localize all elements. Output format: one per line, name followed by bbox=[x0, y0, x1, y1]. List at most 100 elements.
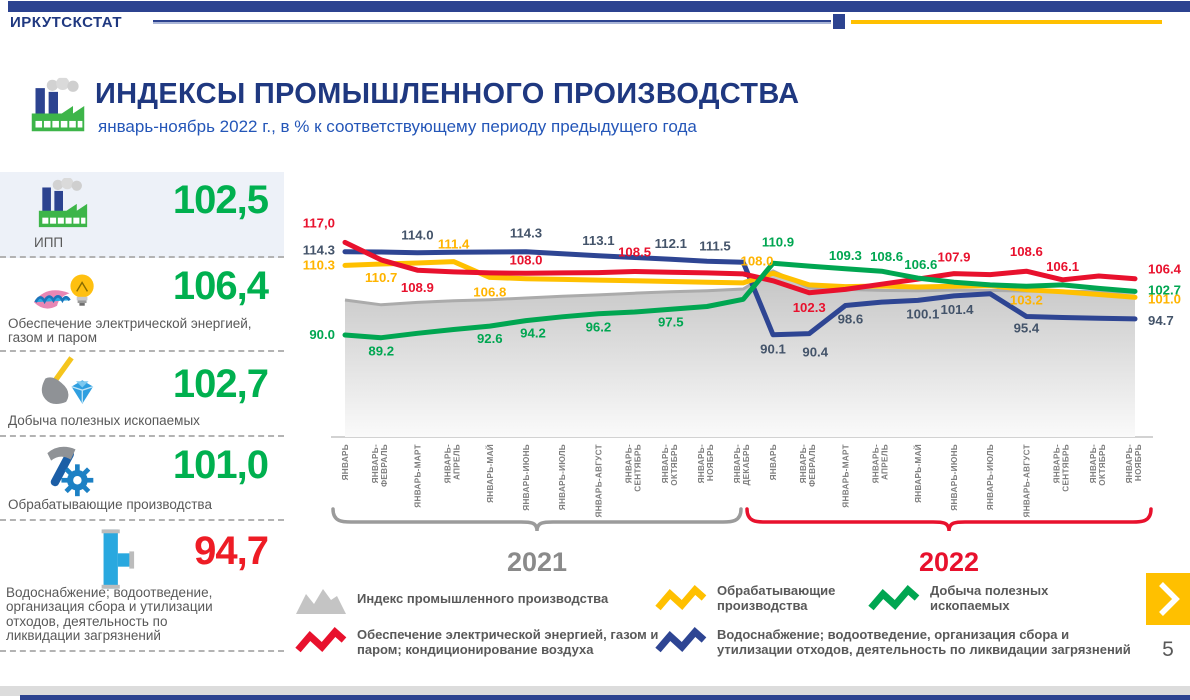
x-tick-label: ЯНВАРЬ-МАРТ bbox=[841, 444, 850, 508]
kpi-value: 101,0 bbox=[172, 443, 269, 487]
x-tick-label: ЯНВАРЬ-МАЙ bbox=[912, 444, 923, 503]
line-swatch-icon bbox=[868, 585, 920, 611]
area-swatch-icon bbox=[296, 589, 346, 614]
brace-2021 bbox=[331, 507, 743, 532]
x-tick-label: ЯНВАРЬ-СЕНТЯБРЬ bbox=[1053, 444, 1071, 492]
data-label-electricity: 106.1 bbox=[1046, 259, 1079, 274]
data-label-water: 100.1 bbox=[906, 306, 939, 321]
data-label-electricity: 102.3 bbox=[793, 300, 826, 315]
chevron-right-icon bbox=[1159, 582, 1180, 616]
data-label-manufacturing: 110.7 bbox=[365, 270, 397, 285]
series-line-water bbox=[342, 249, 1138, 338]
water-pipe-icon bbox=[94, 527, 136, 593]
header-divider-square bbox=[833, 14, 845, 29]
data-label-manufacturing: 111.4 bbox=[438, 237, 470, 252]
line-swatch-icon bbox=[295, 627, 347, 653]
legend-label: Добыча полезных ископаемых bbox=[930, 583, 1049, 613]
data-label-mining: 97.5 bbox=[658, 314, 684, 329]
x-tick-label: ЯНВАРЬ bbox=[769, 444, 778, 480]
data-label-water: 90.4 bbox=[802, 345, 828, 360]
data-label-mining: 90.0 bbox=[309, 327, 335, 342]
kpi-value: 106,4 bbox=[172, 264, 269, 308]
kpi-label: Обеспечение электрической энергией, газо… bbox=[8, 315, 252, 346]
data-label-water: 95.4 bbox=[1014, 321, 1040, 336]
kpi-item-water: 94,7 Водоснабжение; водоотведение, орган… bbox=[0, 521, 284, 652]
data-label-water: 98.6 bbox=[838, 312, 864, 327]
data-label-electricity: 108.0 bbox=[509, 252, 542, 267]
kpi-label: Добыча полезных ископаемых bbox=[8, 413, 200, 429]
header-divider-blue bbox=[153, 20, 831, 24]
x-tick-label: ЯНВАРЬ-МАЙ bbox=[484, 444, 495, 503]
ipp-area bbox=[345, 270, 1135, 437]
data-label-manufacturing: 103.2 bbox=[1010, 293, 1043, 308]
x-tick-label: ЯНВАРЬ-ОКТЯБРЬ bbox=[1089, 444, 1107, 486]
data-label-manufacturing: 110.3 bbox=[303, 257, 335, 272]
hammer-gear-icon bbox=[38, 439, 98, 499]
data-label-mining: 102.7 bbox=[1148, 282, 1181, 297]
gas-and-bulb-icon bbox=[26, 270, 106, 320]
series-line-electricity bbox=[342, 239, 1138, 296]
data-label-mining: 89.2 bbox=[368, 344, 394, 359]
x-tick-label: ЯНВАРЬ-АВГУСТ bbox=[1022, 444, 1031, 517]
kpi-value: 94,7 bbox=[194, 529, 269, 573]
data-label-mining: 92.6 bbox=[477, 331, 503, 346]
data-label-mining: 96.2 bbox=[586, 320, 612, 335]
data-label-water: 114.0 bbox=[401, 228, 433, 243]
shovel-diamond-icon bbox=[34, 356, 100, 410]
data-label-water: 111.5 bbox=[699, 238, 731, 253]
footer-strip-blue bbox=[20, 695, 1190, 700]
x-tick-label: ЯНВАРЬ bbox=[341, 444, 350, 480]
year-label-2021: 2021 bbox=[507, 547, 567, 575]
factory-icon bbox=[28, 76, 88, 134]
footer-strip-gray bbox=[0, 686, 1190, 696]
page-title: ИНДЕКСЫ ПРОМЫШЛЕННОГО ПРОИЗВОДСТВА bbox=[95, 78, 800, 110]
data-label-electricity: 117,0 bbox=[303, 215, 335, 230]
x-tick-label: ЯНВАРЬ-МАРТ bbox=[413, 444, 422, 508]
x-tick-label: ЯНВАРЬ-АВГУСТ bbox=[594, 444, 603, 517]
next-page-button[interactable] bbox=[1146, 573, 1190, 625]
legend-label: Обрабатывающие производства bbox=[717, 583, 836, 613]
data-label-manufacturing: 106.8 bbox=[473, 284, 506, 299]
kpi-label: Обрабатывающие производства bbox=[8, 497, 212, 513]
x-tick-label: ЯНВАРЬ-НОЯБРЬ bbox=[1125, 444, 1143, 483]
kpi-item-ipp: 102,5 ИПП bbox=[0, 172, 284, 258]
kpi-item-electricity: 106,4 Обеспечение электрической энергией… bbox=[0, 258, 284, 352]
data-label-water: 113.1 bbox=[582, 233, 614, 248]
page-subtitle: январь-ноябрь 2022 г., в % к соответству… bbox=[98, 117, 697, 136]
line-swatch-icon bbox=[655, 585, 707, 611]
data-label-electricity: 108.5 bbox=[618, 245, 651, 260]
x-tick-label: ЯНВАРЬ-ФЕВРАЛЬ bbox=[799, 444, 817, 487]
data-label-water: 112.1 bbox=[655, 236, 687, 251]
series-line-ipp bbox=[344, 269, 1136, 307]
header-divider-yellow bbox=[851, 20, 1162, 24]
x-tick-label: ЯНВАРЬ-СЕНТЯБРЬ bbox=[625, 444, 643, 492]
factory-icon bbox=[34, 178, 92, 228]
year-label-2022: 2022 bbox=[919, 547, 979, 575]
line-swatch-icon bbox=[655, 627, 707, 653]
x-tick-label: ЯНВАРЬ-ДЕКАБРЬ bbox=[733, 444, 751, 486]
kpi-label: Водоснабжение; водоотведение, организаци… bbox=[6, 584, 213, 644]
kpi-item-mining: 102,7 Добыча полезных ископаемых bbox=[0, 352, 284, 437]
kpi-value: 102,7 bbox=[172, 362, 269, 406]
data-label-manufacturing: 101.0 bbox=[1148, 291, 1181, 306]
data-label-water: 114.3 bbox=[303, 243, 335, 258]
data-label-mining: 110.9 bbox=[762, 234, 794, 249]
data-label-mining: 94.2 bbox=[520, 326, 546, 341]
data-label-electricity: 108.9 bbox=[401, 280, 434, 295]
x-tick-label: ЯНВАРЬ-ИЮЛЬ bbox=[986, 444, 995, 510]
data-label-mining: 108.6 bbox=[870, 249, 903, 264]
data-label-mining: 106.6 bbox=[904, 257, 937, 272]
data-label-electricity: 107.9 bbox=[937, 250, 970, 265]
legend-label: Водоснабжение; водоотведение, организаци… bbox=[717, 627, 1131, 657]
legend-label: Индекс промышленного производства bbox=[357, 591, 609, 606]
data-label-water: 101.4 bbox=[940, 302, 974, 317]
data-label-electricity: 108.6 bbox=[1010, 244, 1043, 259]
brace-2022 bbox=[745, 507, 1153, 532]
series-line-mining bbox=[342, 260, 1138, 341]
x-tick-label: ЯНВАРЬ-ИЮНЬ bbox=[522, 444, 531, 511]
legend-label: Обеспечение электрической энергией, газо… bbox=[357, 627, 659, 657]
data-label-manufacturing: 108.0 bbox=[740, 253, 773, 268]
data-label-electricity: 106.4 bbox=[1148, 262, 1182, 277]
data-label-water: 90.1 bbox=[760, 342, 786, 357]
x-tick-label: ЯНВАРЬ-АПРЕЛЬ bbox=[872, 444, 890, 483]
